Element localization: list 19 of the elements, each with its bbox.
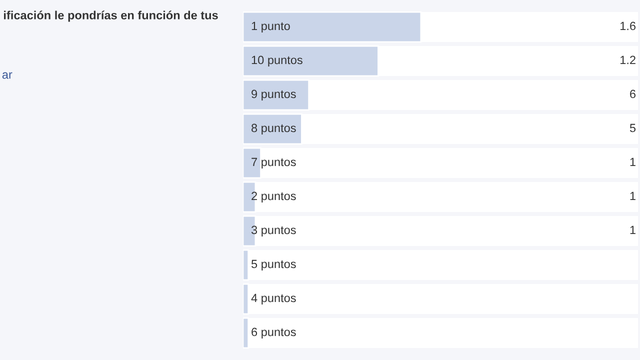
text: 1 <box>630 226 636 234</box>
y-tick-label: 1 punto <box>252 22 290 32</box>
y-tick-label: 3 puntos <box>251 226 296 236</box>
y-tick-label: 5 puntos <box>251 260 296 270</box>
text: 1.2 <box>620 56 636 64</box>
y-tick-label: 10 puntos <box>252 56 302 66</box>
text: ar <box>2 72 12 79</box>
y-tick-label: 6 puntos <box>252 328 296 338</box>
y-tick-label: 2 puntos <box>252 192 296 202</box>
y-tick-label: 4 puntos <box>251 294 296 304</box>
text: 5 <box>630 124 636 132</box>
text: ificación le pondrías en función de tus <box>4 10 218 22</box>
y-tick-label: 9 puntos <box>252 90 296 100</box>
text: 1 <box>630 192 636 200</box>
y-tick-label: 8 puntos <box>252 124 296 134</box>
text: 6 <box>630 90 636 98</box>
y-tick-label: 7 puntos <box>252 158 296 168</box>
text: 1 <box>630 158 636 166</box>
text: 1.6 <box>620 22 636 30</box>
